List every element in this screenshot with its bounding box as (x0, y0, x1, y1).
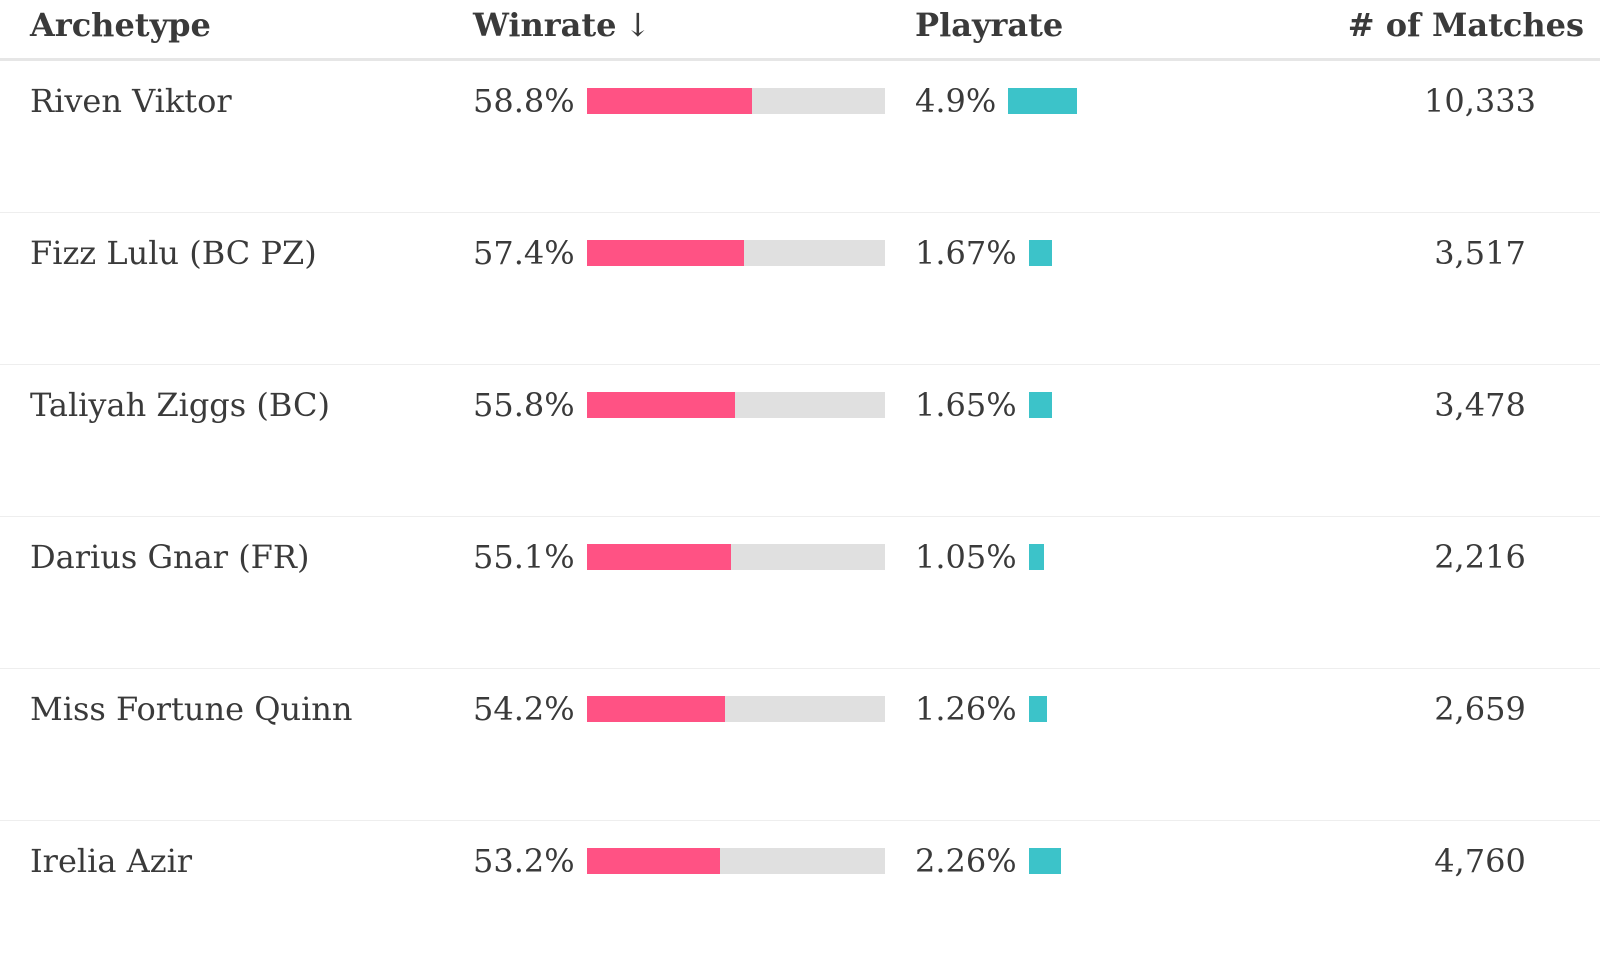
archetype-name[interactable]: Riven Viktor (30, 82, 232, 120)
column-header-matches[interactable]: # of Matches (1347, 6, 1584, 44)
archetype-name[interactable]: Miss Fortune Quinn (30, 690, 353, 728)
playrate-bar (1028, 544, 1044, 570)
playrate-cell: 1.26% (915, 689, 1047, 729)
matches-count: 10,333 (1424, 82, 1536, 120)
winrate-cell: 54.2% (473, 689, 885, 729)
winrate-value: 55.8% (473, 386, 575, 424)
playrate-cell: 4.9% (915, 81, 1078, 121)
playrate-value: 4.9% (915, 82, 997, 120)
column-header-winrate[interactable]: Winrate ↓ (473, 6, 651, 44)
winrate-bar-track (586, 544, 885, 570)
winrate-cell: 53.2% (473, 841, 885, 881)
playrate-value: 1.65% (915, 386, 1017, 424)
winrate-bar-fill (586, 848, 720, 874)
archetype-name[interactable]: Taliyah Ziggs (BC) (30, 386, 330, 424)
matches-count: 4,760 (1434, 842, 1526, 880)
winrate-value: 57.4% (473, 234, 575, 272)
winrate-cell: 57.4% (473, 233, 885, 273)
winrate-bar-fill (586, 696, 726, 722)
winrate-bar-fill (586, 240, 744, 266)
table-body: Riven Viktor 58.8% 4.9% 10,333 Fizz Lulu… (0, 61, 1600, 972)
winrate-value: 58.8% (473, 82, 575, 120)
table-row[interactable]: Irelia Azir 53.2% 2.26% 4,760 (0, 821, 1600, 972)
playrate-cell: 1.65% (915, 385, 1052, 425)
playrate-bar (1008, 88, 1078, 114)
table-header: Archetype Winrate ↓ Playrate # of Matches (0, 0, 1600, 61)
table-row[interactable]: Darius Gnar (FR) 55.1% 1.05% 2,216 (0, 517, 1600, 669)
winrate-cell: 55.8% (473, 385, 885, 425)
winrate-bar-track (586, 240, 885, 266)
playrate-bar (1028, 240, 1052, 266)
column-header-playrate[interactable]: Playrate (915, 6, 1064, 44)
table-row[interactable]: Fizz Lulu (BC PZ) 57.4% 1.67% 3,517 (0, 213, 1600, 365)
playrate-bar (1028, 392, 1052, 418)
playrate-bar (1028, 696, 1047, 722)
table-row[interactable]: Taliyah Ziggs (BC) 55.8% 1.65% 3,478 (0, 365, 1600, 517)
playrate-value: 2.26% (915, 842, 1017, 880)
matches-count: 3,517 (1434, 234, 1526, 272)
winrate-bar-track (586, 696, 885, 722)
playrate-cell: 2.26% (915, 841, 1061, 881)
playrate-cell: 1.67% (915, 233, 1052, 273)
winrate-bar-track (586, 848, 885, 874)
table-row[interactable]: Riven Viktor 58.8% 4.9% 10,333 (0, 61, 1600, 213)
winrate-value: 54.2% (473, 690, 575, 728)
playrate-value: 1.67% (915, 234, 1017, 272)
archetype-name[interactable]: Fizz Lulu (BC PZ) (30, 234, 317, 272)
winrate-value: 53.2% (473, 842, 575, 880)
winrate-cell: 55.1% (473, 537, 885, 577)
sort-descending-icon: ↓ (624, 6, 652, 44)
archetype-name[interactable]: Irelia Azir (30, 842, 193, 880)
column-header-winrate-label: Winrate (473, 6, 617, 44)
playrate-value: 1.05% (915, 538, 1017, 576)
table-row[interactable]: Miss Fortune Quinn 54.2% 1.26% 2,659 (0, 669, 1600, 821)
matches-count: 3,478 (1434, 386, 1526, 424)
winrate-bar-track (586, 88, 885, 114)
column-header-archetype[interactable]: Archetype (30, 6, 211, 44)
matches-count: 2,659 (1434, 690, 1526, 728)
winrate-bar-fill (586, 392, 735, 418)
winrate-bar-track (586, 392, 885, 418)
winrate-bar-fill (586, 88, 752, 114)
playrate-cell: 1.05% (915, 537, 1044, 577)
playrate-bar (1028, 848, 1061, 874)
winrate-cell: 58.8% (473, 81, 885, 121)
archetype-name[interactable]: Darius Gnar (FR) (30, 538, 310, 576)
playrate-value: 1.26% (915, 690, 1017, 728)
matches-count: 2,216 (1434, 538, 1526, 576)
winrate-value: 55.1% (473, 538, 575, 576)
winrate-bar-fill (586, 544, 731, 570)
